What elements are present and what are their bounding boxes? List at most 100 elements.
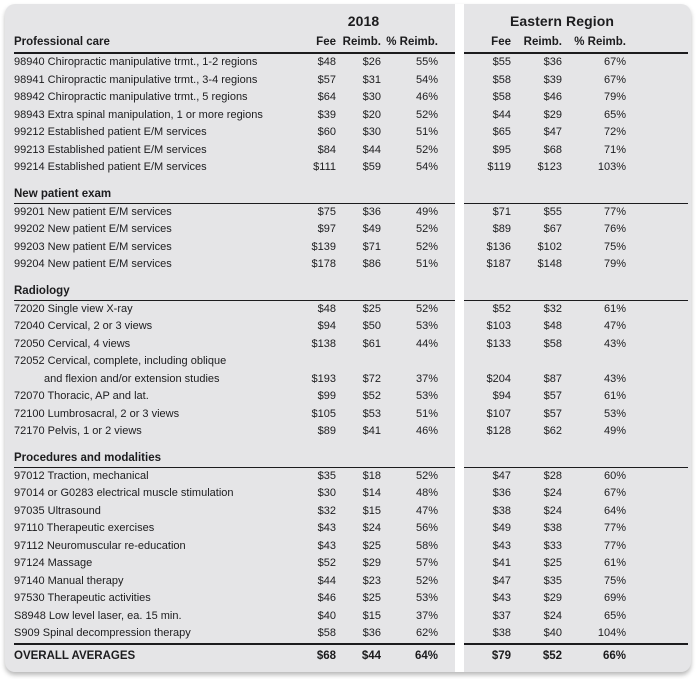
cell-eastern-fee: $49	[492, 522, 511, 534]
table-row: 99204 New patient E/M services $178 $86 51%…	[14, 256, 688, 274]
cell-eastern-reimb: $36	[543, 56, 562, 68]
table-row: 97110 Therapeutic exercises $43 $24 56% $49 $…	[14, 520, 688, 538]
cell-2018-fee: $43	[317, 522, 336, 534]
row-label: 97140 Manual therapy	[14, 573, 289, 591]
header-reimb-2018: Reimb.	[342, 36, 381, 48]
header-reimb-eastern: Reimb.	[523, 36, 562, 48]
cell-eastern-fee: $38	[492, 504, 511, 517]
row-label: 97124 Massage	[14, 555, 289, 573]
table-row: S8948 Low level laser, ea. 15 min. $40 $15…	[14, 608, 688, 626]
row-label: 99201 New patient E/M services	[14, 204, 289, 222]
row-label: 98941 Chiropractic manipulative trmt., 3…	[14, 72, 289, 90]
cell-2018-fee: $40	[317, 609, 336, 622]
overall-fee-2018: $68	[316, 649, 336, 662]
cell-2018-reimb: $30	[362, 91, 381, 103]
row-label-line1: 99203 New patient E/M services	[14, 240, 172, 253]
cell-eastern-reimb: $35	[543, 574, 562, 587]
table-row: 97014 or G0283 electrical muscle stimula…	[14, 485, 688, 503]
cell-eastern-reimb: $148	[537, 258, 562, 270]
cell-eastern-pct: 79%	[603, 91, 626, 103]
cell-2018-reimb: $30	[362, 126, 381, 138]
overall-reimb-eastern: $52	[542, 649, 562, 662]
row-label-line1: 99214 Established patient E/M services	[14, 161, 207, 173]
cell-eastern-reimb: $87	[543, 372, 562, 385]
cell-eastern-fee: $38	[492, 627, 511, 639]
cell-eastern-reimb: $55	[543, 205, 562, 218]
cell-eastern-pct: 47%	[603, 320, 626, 332]
cell-eastern-reimb: $38	[543, 522, 562, 534]
row-label: 99204 New patient E/M services	[14, 256, 289, 274]
overall-label: OVERALL AVERAGES	[14, 649, 136, 662]
cell-2018-pct: 37%	[415, 609, 438, 622]
table-row: 72050 Cervical, 4 views $138 $61 44% $133 $58…	[14, 336, 688, 354]
cell-2018-reimb: $49	[362, 223, 381, 235]
table-row: 98941 Chiropractic manipulative trmt., 3…	[14, 72, 688, 90]
row-label-line1: 97110 Therapeutic exercises	[14, 522, 155, 534]
cell-2018-fee: $39	[317, 108, 336, 121]
cell-2018-pct: 49%	[415, 205, 438, 218]
cell-2018-pct: 56%	[415, 522, 438, 534]
cell-eastern-fee: $41	[492, 557, 511, 569]
cell-eastern-reimb: $67	[543, 223, 562, 235]
row-label: S8948 Low level laser, ea. 15 min.	[14, 608, 289, 626]
row-label: 72050 Cervical, 4 views	[14, 336, 289, 354]
cell-2018-reimb: $15	[362, 504, 381, 517]
cell-eastern-fee: $58	[492, 73, 511, 86]
overall-pct-eastern: 66%	[602, 649, 626, 662]
cell-2018-pct: 37%	[415, 372, 438, 385]
cell-eastern-pct: 43%	[603, 337, 626, 350]
header-professional-care: Professional care	[14, 36, 110, 48]
cell-2018-pct: 51%	[415, 407, 438, 420]
cell-eastern-fee: $94	[492, 390, 511, 402]
cell-2018-fee: $32	[317, 504, 336, 517]
cell-2018-reimb: $71	[362, 240, 381, 253]
row-label-line1: 72052 Cervical, complete, including obli…	[14, 355, 227, 367]
cell-2018-reimb: $25	[362, 302, 381, 315]
row-label-line1: 99201 New patient E/M services	[14, 205, 172, 218]
row-label-line1: 98942 Chiropractic manipulative trmt., 5…	[14, 91, 248, 103]
cell-2018-fee: $64	[317, 91, 336, 103]
cell-eastern-reimb: $57	[543, 407, 562, 420]
column-group-titles: 2018 Eastern Region	[14, 8, 688, 34]
cell-2018-pct: 52%	[415, 223, 438, 235]
cell-2018-fee: $105	[311, 407, 336, 420]
cell-eastern-reimb: $123	[537, 161, 562, 173]
cell-2018-pct: 62%	[415, 627, 438, 639]
row-label-line1: 72050 Cervical, 4 views	[14, 337, 131, 350]
section-header: Radiology	[14, 284, 70, 297]
cell-eastern-pct: 71%	[603, 143, 626, 156]
cell-eastern-reimb: $25	[543, 557, 562, 569]
row-label: 72020 Single view X-ray	[14, 301, 289, 319]
row-label: 72100 Lumbrosacral, 2 or 3 views	[14, 406, 289, 424]
cell-eastern-pct: 72%	[603, 126, 626, 138]
overall-fee-eastern: $79	[491, 649, 511, 662]
row-label-line1: 72100 Lumbrosacral, 2 or 3 views	[14, 407, 180, 420]
section-rule	[14, 202, 688, 204]
cell-2018-pct: 54%	[415, 73, 438, 86]
cell-2018-reimb: $61	[362, 337, 381, 350]
cell-eastern-fee: $107	[486, 407, 511, 420]
cell-2018-fee: $99	[317, 390, 336, 402]
cell-2018-pct: 52%	[415, 302, 438, 315]
cell-eastern-reimb: $32	[543, 302, 562, 315]
row-label-line1: 98941 Chiropractic manipulative trmt., 3…	[14, 73, 258, 86]
cell-2018-pct: 52%	[415, 574, 438, 587]
row-label-line1: 98943 Extra spinal manipulation, 1 or mo…	[14, 108, 263, 121]
column-header-row: Professional care Fee Reimb. % Reimb. Fe…	[14, 34, 688, 52]
cell-2018-fee: $48	[317, 302, 336, 315]
cell-2018-reimb: $50	[362, 320, 381, 332]
cell-eastern-fee: $136	[486, 240, 511, 253]
cell-2018-pct: 46%	[415, 91, 438, 103]
cell-2018-fee: $48	[317, 56, 336, 68]
cell-2018-reimb: $36	[362, 205, 381, 218]
overall-rule	[14, 642, 688, 645]
table-row: 97530 Therapeutic activities $46 $25 53% $43…	[14, 590, 688, 608]
row-label-line1: 97124 Massage	[14, 557, 93, 569]
table-row: 72052 Cervical, complete, including obli…	[14, 353, 688, 388]
cell-2018-fee: $94	[317, 320, 336, 332]
cell-2018-reimb: $44	[362, 143, 381, 156]
cell-eastern-fee: $43	[492, 539, 511, 552]
row-label: 72070 Thoracic, AP and lat.	[14, 388, 289, 406]
table-content: 2018 Eastern Region Professional care Fe…	[5, 4, 691, 672]
row-label: 97014 or G0283 electrical muscle stimula…	[14, 485, 289, 503]
